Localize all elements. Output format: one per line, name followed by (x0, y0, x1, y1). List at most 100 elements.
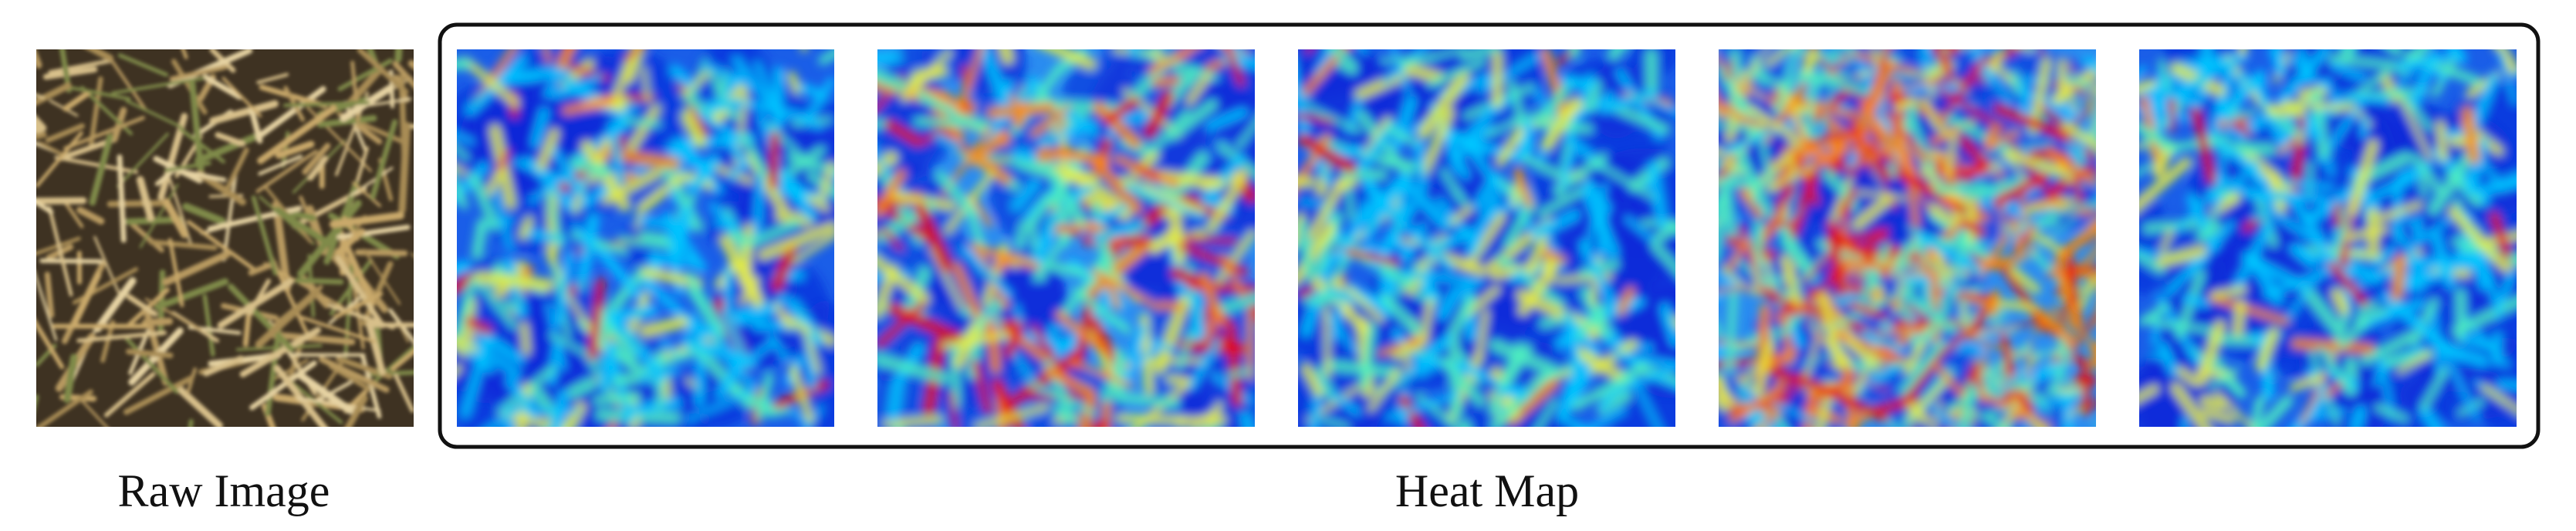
heat-stroke (2035, 387, 2091, 411)
heat-stroke (2063, 394, 2074, 427)
heat-stroke (1405, 223, 1455, 272)
stalk (307, 155, 329, 181)
heat-stroke (2374, 404, 2409, 423)
heat-stroke (2360, 331, 2416, 366)
heat-stroke (1831, 329, 1908, 365)
heat-stroke (1799, 49, 1820, 81)
stalk (256, 73, 289, 84)
heat-stroke (1472, 172, 1500, 211)
stalk (169, 65, 228, 82)
heat-stroke (2019, 192, 2035, 258)
heat-stroke (2302, 111, 2323, 142)
heat-stroke (1724, 76, 1758, 140)
heat-stroke (2003, 151, 2028, 183)
stalk (247, 279, 271, 316)
heat-stroke (1970, 49, 1996, 84)
heat-stroke (2221, 142, 2277, 156)
heat-stroke (1906, 401, 1931, 425)
heat-stroke (1043, 49, 1097, 70)
heat-stroke (1440, 357, 1486, 408)
heat-stroke (2008, 140, 2059, 205)
heat-stroke (681, 110, 707, 148)
heat-stroke (457, 165, 468, 177)
heat-stroke (1971, 321, 2042, 333)
heat-stroke (1915, 232, 1983, 276)
heat-stroke (1053, 404, 1076, 425)
stalk (106, 199, 171, 208)
stalk (302, 143, 331, 175)
heat-stroke (2338, 316, 2370, 349)
heat-stroke (791, 232, 834, 265)
heat-stroke (1565, 417, 1587, 427)
heat-stroke (702, 61, 732, 79)
heat-stroke (956, 49, 984, 116)
heat-stroke (547, 342, 563, 386)
heat-stroke (1063, 109, 1099, 137)
stalk (368, 49, 371, 61)
heat-stroke (1922, 303, 1951, 342)
heat-stroke (2344, 92, 2391, 105)
stalk (141, 317, 174, 326)
heat-stroke (587, 277, 606, 360)
heat-stroke (1929, 404, 1956, 427)
heat-stroke (1426, 58, 1486, 89)
heat-stroke (1220, 253, 1246, 298)
heat-stroke (1725, 237, 1751, 273)
stalk (255, 149, 318, 194)
heat-stroke (1808, 89, 1851, 125)
image-panel (1719, 49, 2096, 427)
heat-stroke (1928, 203, 1951, 222)
heat-stroke (1525, 233, 1549, 276)
heat-stroke (1012, 350, 1084, 404)
heat-stroke (1659, 303, 1675, 347)
heat-stroke (2148, 352, 2171, 360)
heat-stroke (2215, 97, 2236, 124)
stalk (265, 321, 282, 417)
heat-stroke (1940, 182, 1986, 194)
heat-stroke (1780, 309, 1807, 337)
heat-stroke (1871, 49, 1881, 74)
stalk (76, 206, 105, 225)
heat-stroke (1950, 403, 2021, 427)
heat-stroke (1989, 289, 2000, 317)
heat-stroke (1938, 87, 2006, 131)
heat-stroke (668, 184, 678, 206)
heat-stroke (732, 56, 774, 107)
heat-stroke (1780, 308, 1793, 366)
heat-stroke (2460, 106, 2481, 164)
heat-stroke (610, 148, 681, 170)
heat-stroke (2446, 169, 2483, 207)
heat-stroke (598, 330, 619, 393)
heat-stroke (1973, 326, 2013, 341)
heat-stroke (2033, 307, 2078, 347)
heat-stroke (2289, 374, 2322, 392)
heat-stroke (638, 172, 686, 213)
heat-stroke (1725, 289, 1738, 373)
heat-stroke (1965, 177, 2025, 202)
heat-stroke (1184, 235, 1239, 245)
heat-stroke (1951, 420, 1968, 427)
heat-stroke (1793, 49, 1854, 63)
heat-stroke (2199, 408, 2236, 424)
heat-stroke (2290, 338, 2375, 354)
heat-stroke (1121, 340, 1165, 379)
heat-stroke (929, 245, 965, 310)
heat-stroke (2252, 206, 2277, 222)
heat-stroke (969, 242, 1041, 270)
heat-stroke (1874, 118, 1909, 167)
stalk (273, 364, 328, 427)
heat-stroke (1877, 354, 1899, 372)
heat-stroke (2165, 87, 2202, 109)
heat-stroke (1931, 154, 1963, 161)
heat-blobs (2139, 49, 2517, 427)
heat-stroke (715, 354, 748, 399)
stalk (72, 272, 102, 326)
heat-stroke (2409, 316, 2465, 362)
heat-stroke (1401, 333, 1453, 383)
heat-stroke (1203, 319, 1215, 343)
heat-stroke (2253, 192, 2278, 248)
heat-stroke (1128, 49, 1140, 58)
stalk (39, 258, 103, 264)
heat-stroke (546, 192, 564, 249)
heat-stroke (2376, 201, 2423, 223)
